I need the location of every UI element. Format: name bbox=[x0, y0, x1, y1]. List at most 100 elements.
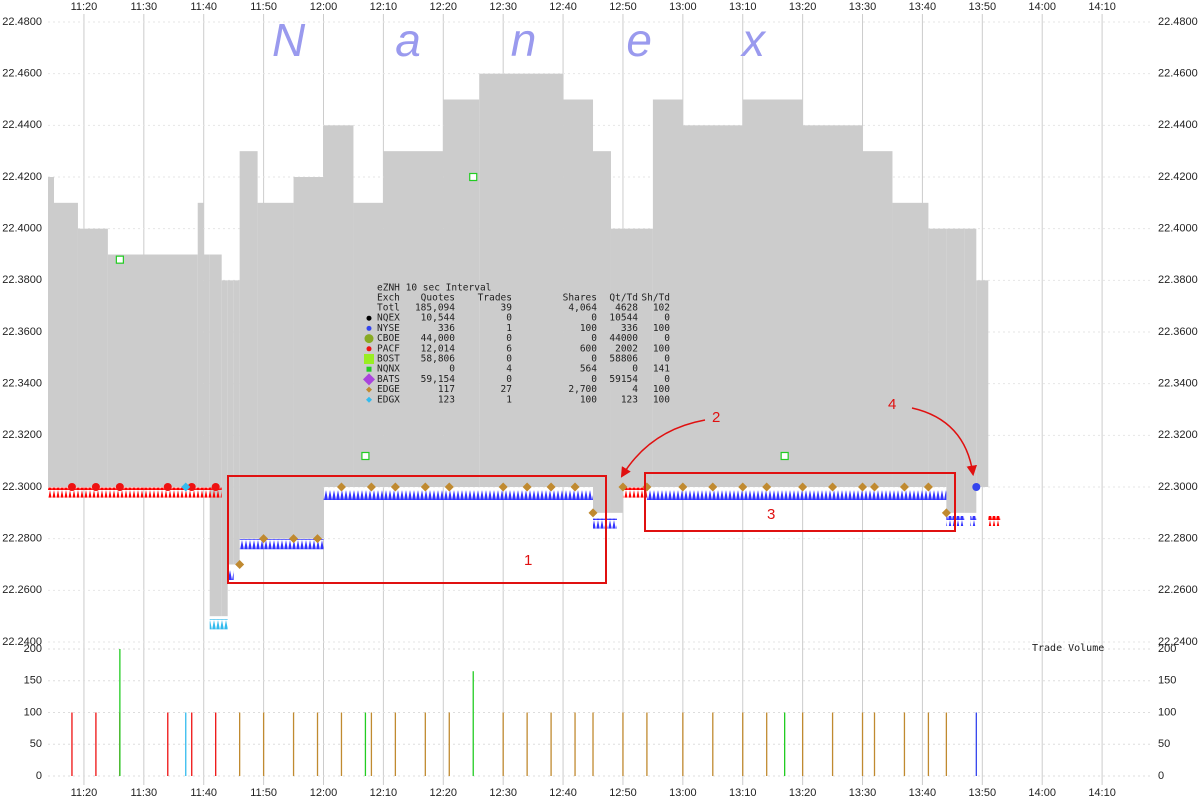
table-cell: BATS bbox=[377, 374, 400, 385]
table-cell: 58,806 bbox=[421, 354, 456, 365]
trade-marker bbox=[361, 451, 370, 461]
legend-symbol bbox=[366, 346, 372, 352]
table-cell: CBOE bbox=[377, 333, 400, 344]
table-cell: 123 bbox=[621, 394, 638, 405]
legend-symbol bbox=[366, 396, 372, 403]
trade-marker bbox=[828, 482, 838, 492]
y-tick-label: 22.3200 bbox=[1158, 429, 1198, 441]
quote-run bbox=[48, 487, 222, 498]
legend-symbol bbox=[366, 325, 372, 331]
table-cell: 59,154 bbox=[421, 374, 456, 385]
trade-marker bbox=[941, 508, 951, 518]
y-tick-label: 22.3400 bbox=[2, 378, 42, 390]
spread-band bbox=[479, 73, 564, 488]
y-tick-label: 22.2400 bbox=[2, 636, 42, 648]
watermark: Nanex bbox=[272, 14, 855, 66]
legend-symbol bbox=[366, 366, 372, 372]
x-tick-label: 12:00 bbox=[310, 787, 338, 799]
table-cell: 0 bbox=[664, 374, 670, 385]
trade-marker bbox=[570, 482, 580, 492]
table-cell: 100 bbox=[653, 394, 670, 405]
table-cell: 100 bbox=[653, 323, 670, 334]
x-tick-label: 12:20 bbox=[430, 1, 458, 13]
x-tick-label: 12:10 bbox=[370, 1, 398, 13]
y2-tick-label: 200 bbox=[1158, 643, 1176, 655]
table-cell: 100 bbox=[580, 394, 597, 405]
x-tick-label: 13:20 bbox=[789, 787, 817, 799]
y2-tick-label: 150 bbox=[1158, 675, 1176, 687]
y-tick-label: 22.4600 bbox=[2, 68, 42, 80]
trade-marker bbox=[115, 483, 124, 491]
trade-marker bbox=[469, 172, 478, 182]
y2-tick-label: 100 bbox=[24, 706, 42, 718]
y-tick-label: 22.2800 bbox=[1158, 533, 1198, 545]
y-tick-label: 22.4200 bbox=[1158, 171, 1198, 183]
x-tick-label: 11:20 bbox=[71, 787, 98, 799]
table-cell: NQEX bbox=[377, 313, 400, 324]
quote-run bbox=[323, 490, 594, 501]
quote-run bbox=[970, 516, 977, 526]
x-tick-label: 13:20 bbox=[789, 1, 817, 13]
spread-band bbox=[323, 125, 354, 487]
spread-band bbox=[209, 254, 222, 617]
table-cell: 141 bbox=[653, 364, 670, 375]
table-cell: 0 bbox=[591, 333, 597, 344]
y-tick-label: 22.2400 bbox=[1158, 636, 1198, 648]
quote-run bbox=[988, 516, 1001, 526]
table-cell: 27 bbox=[501, 384, 512, 395]
y-tick-label: 22.4200 bbox=[2, 171, 42, 183]
table-header: Quotes bbox=[421, 293, 455, 304]
table-cell: 6 bbox=[506, 343, 512, 354]
x-tick-label: 11:40 bbox=[190, 1, 217, 13]
trade-marker bbox=[588, 508, 598, 518]
spread-band bbox=[239, 151, 258, 539]
trade-marker bbox=[618, 482, 628, 492]
x-tick-label: 13:00 bbox=[669, 787, 697, 799]
y-tick-label: 22.2600 bbox=[2, 584, 42, 596]
table-cell: 4,064 bbox=[568, 303, 597, 314]
y2-tick-label: 50 bbox=[1158, 738, 1170, 750]
trade-marker bbox=[798, 482, 808, 492]
table-cell: 4628 bbox=[615, 303, 638, 314]
spread-band bbox=[682, 125, 743, 487]
table-cell: 100 bbox=[580, 323, 597, 334]
spread-band bbox=[610, 228, 623, 513]
quote-run bbox=[239, 539, 324, 550]
y-tick-label: 22.4400 bbox=[2, 119, 42, 131]
spread-band bbox=[227, 280, 234, 565]
spread-band bbox=[976, 280, 989, 487]
trade-marker bbox=[870, 482, 879, 492]
annotation-label: 2 bbox=[712, 409, 720, 426]
legend-symbol bbox=[366, 386, 372, 393]
trade-marker bbox=[708, 482, 718, 492]
table-cell: 2,700 bbox=[568, 384, 597, 395]
trade-marker bbox=[738, 482, 748, 492]
y-tick-label: 22.3000 bbox=[1158, 481, 1198, 493]
table-cell: 100 bbox=[653, 384, 670, 395]
volume-title: Trade Volume bbox=[1032, 643, 1104, 654]
trade-marker bbox=[546, 482, 556, 492]
table-cell: 1 bbox=[506, 394, 512, 405]
spread-band bbox=[443, 99, 480, 487]
table-cell: 102 bbox=[653, 303, 670, 314]
table-cell: 336 bbox=[621, 323, 638, 334]
table-cell: 0 bbox=[632, 364, 638, 375]
y-tick-label: 22.4400 bbox=[1158, 119, 1198, 131]
spread-band bbox=[964, 228, 977, 513]
x-tick-label: 13:30 bbox=[849, 1, 877, 13]
spread-band bbox=[652, 99, 683, 487]
trade-marker bbox=[923, 482, 933, 492]
table-header: Trades bbox=[478, 293, 512, 304]
x-tick-label: 14:10 bbox=[1088, 787, 1116, 799]
table-cell: 564 bbox=[580, 364, 597, 375]
spread-band bbox=[928, 228, 947, 487]
annotation-label: 4 bbox=[888, 396, 896, 413]
trade-marker bbox=[390, 482, 400, 492]
x-tick-label: 11:30 bbox=[130, 787, 157, 799]
y-tick-label: 22.4800 bbox=[2, 16, 42, 28]
table-cell: 59154 bbox=[609, 374, 638, 385]
spread-band bbox=[622, 228, 653, 487]
x-tick-label: 12:50 bbox=[609, 787, 637, 799]
trade-marker bbox=[313, 534, 323, 544]
